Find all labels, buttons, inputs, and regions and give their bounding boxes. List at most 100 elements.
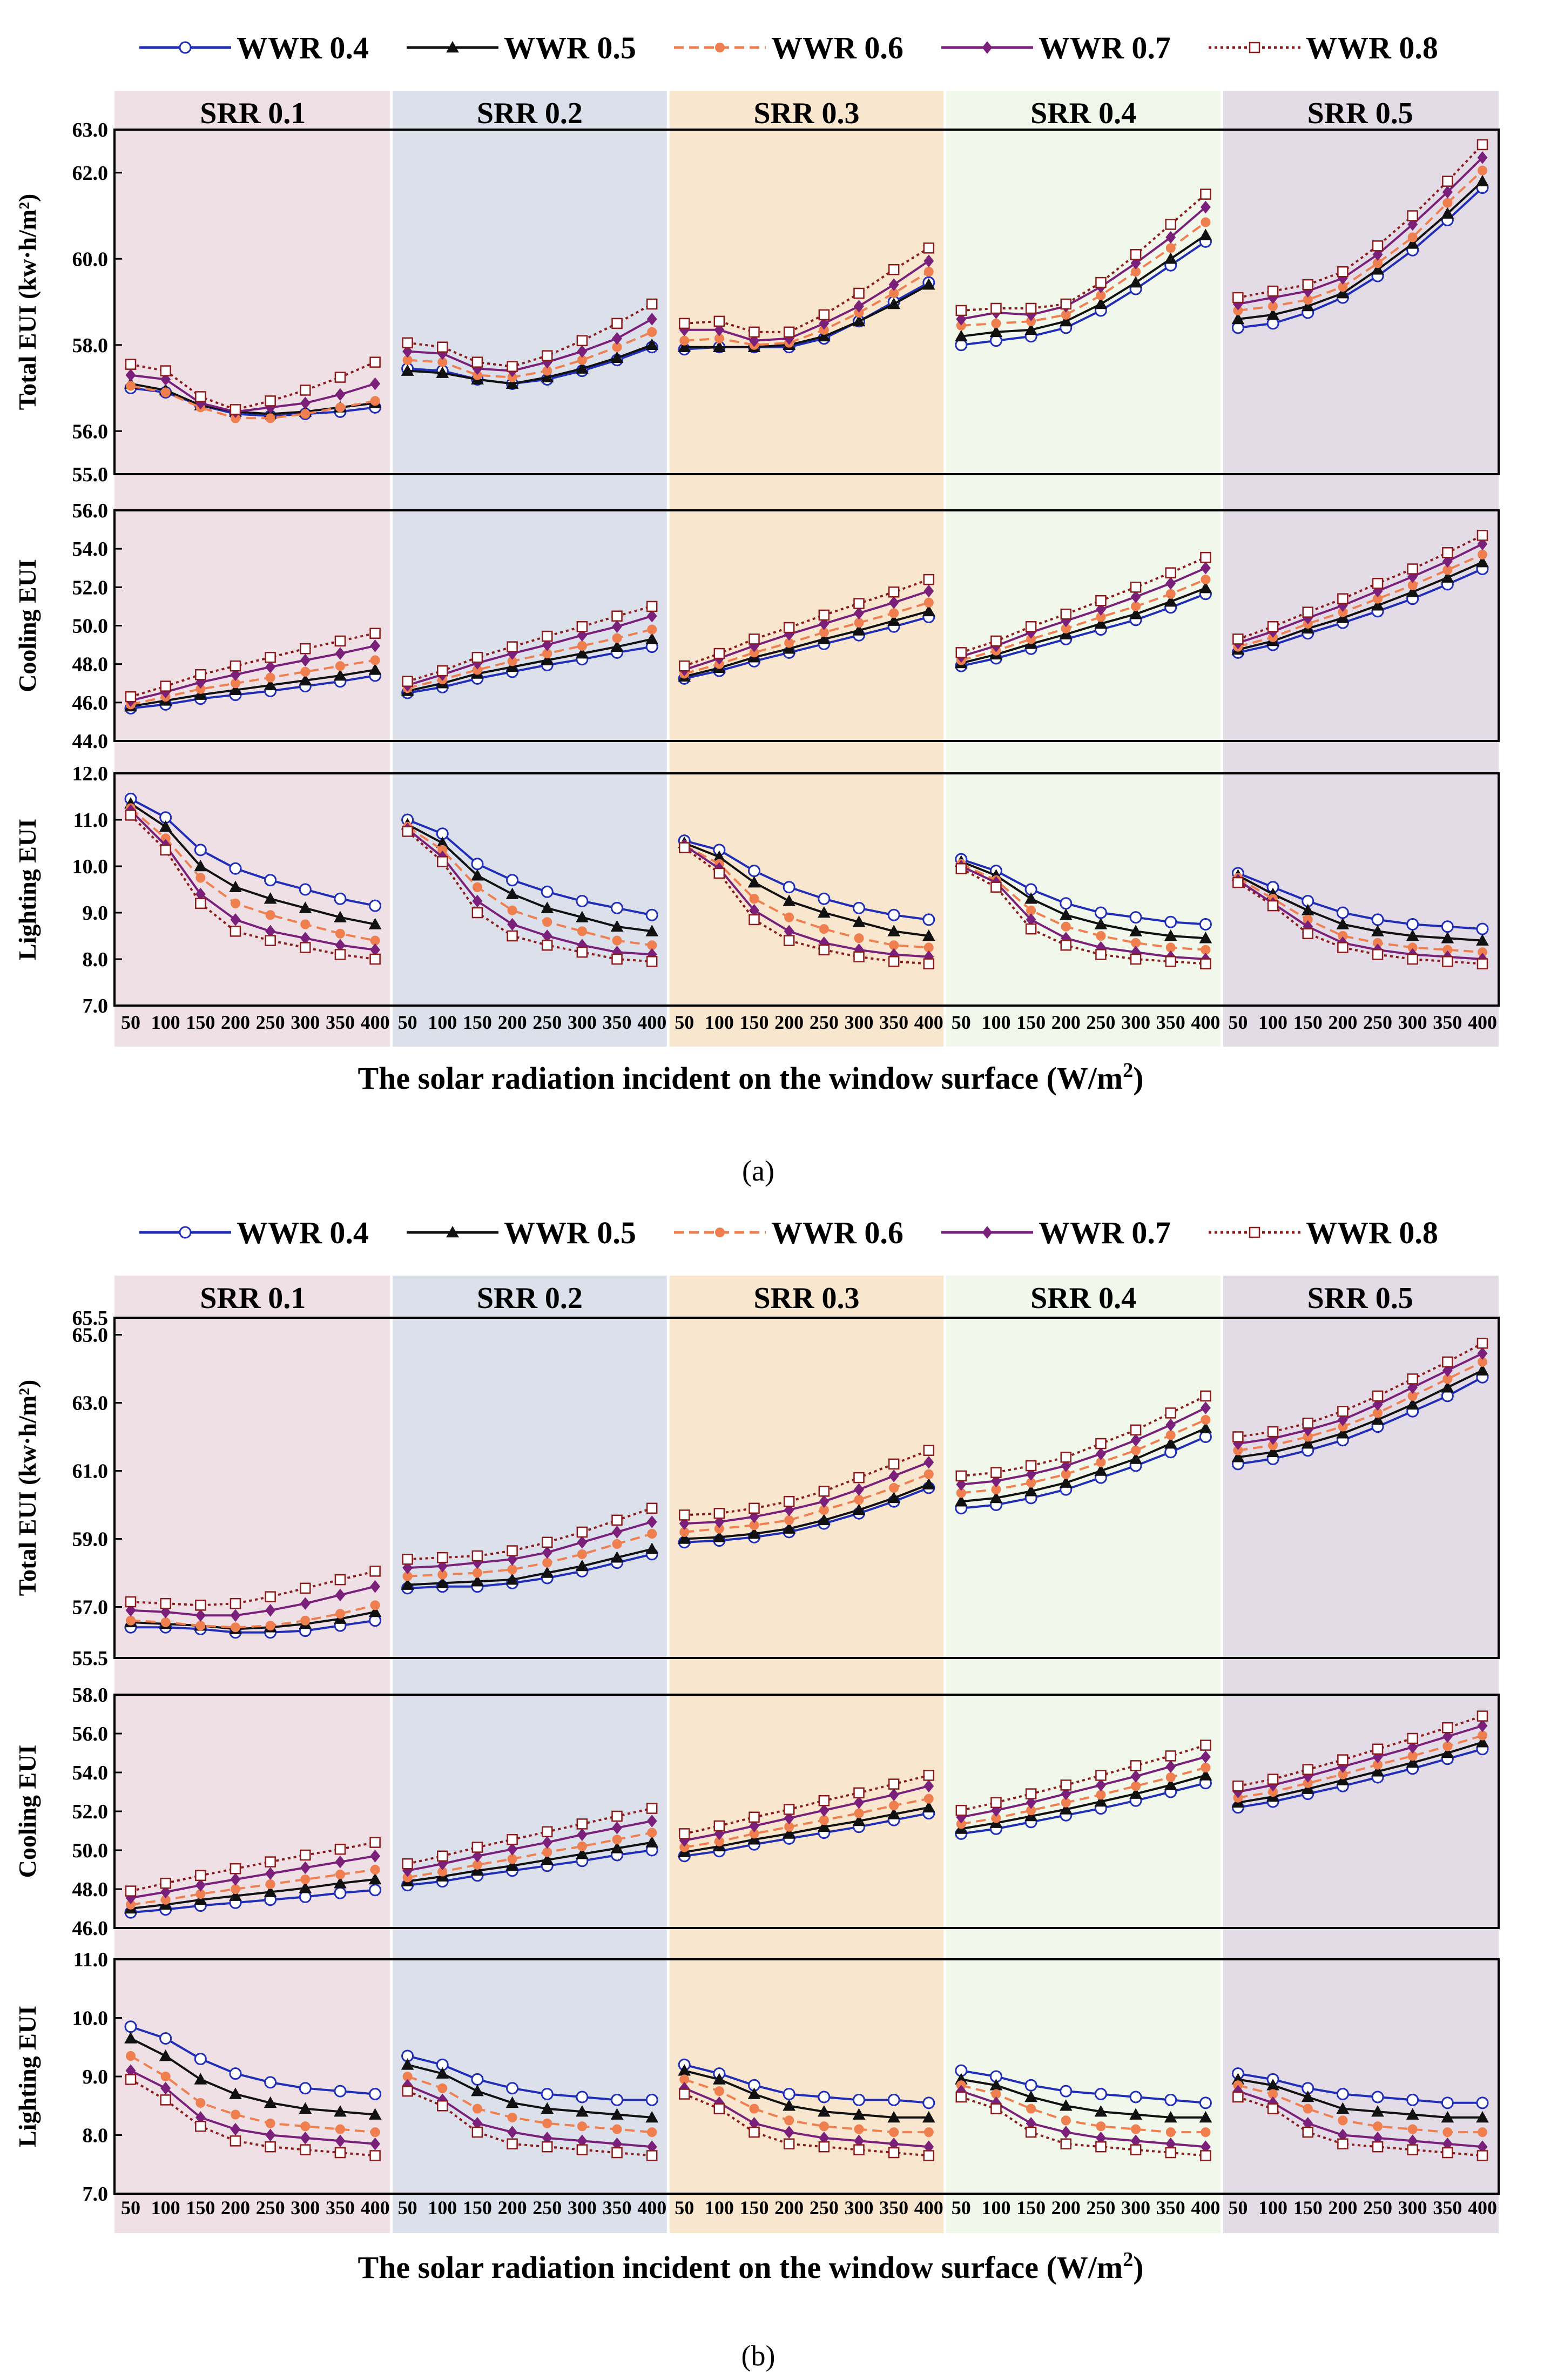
data-point xyxy=(611,318,623,329)
data-point xyxy=(195,1600,206,1611)
x-tick-label: 250 xyxy=(532,1012,562,1033)
data-point xyxy=(923,2127,934,2138)
data-point xyxy=(1094,1795,1108,1807)
data-point xyxy=(194,859,207,872)
data-point xyxy=(1406,929,1419,941)
x-axis-title-end: ) xyxy=(1133,1061,1143,1096)
data-point xyxy=(1096,2121,1106,2132)
data-point xyxy=(1442,547,1453,558)
data-point xyxy=(195,2098,206,2108)
y-tick-label: 60.0 xyxy=(72,248,109,271)
data-point xyxy=(854,300,864,313)
data-point xyxy=(577,1828,588,1842)
series-line xyxy=(684,2069,929,2119)
data-point xyxy=(299,2082,312,2095)
caption-b: (b) xyxy=(741,2339,776,2372)
data-point xyxy=(230,668,241,682)
series-line xyxy=(1238,1361,1483,1452)
series-line xyxy=(961,1395,1206,1477)
data-point xyxy=(335,647,346,660)
data-point xyxy=(541,1826,553,1838)
data-point xyxy=(1165,589,1176,599)
data-point xyxy=(370,377,381,390)
data-point xyxy=(335,402,345,413)
data-point xyxy=(1302,2126,1313,2138)
data-point xyxy=(923,267,934,277)
data-point xyxy=(1336,1427,1350,1439)
data-point xyxy=(506,874,519,887)
data-point xyxy=(505,377,519,389)
data-point xyxy=(1165,2127,1176,2138)
data-point xyxy=(888,278,899,291)
data-point xyxy=(1200,1740,1211,1751)
data-point xyxy=(1024,2090,1037,2102)
data-point xyxy=(1371,1765,1384,1777)
data-point xyxy=(612,1539,622,1549)
data-point xyxy=(264,678,277,691)
data-point xyxy=(818,1486,830,1497)
data-point xyxy=(1336,1774,1350,1785)
data-point xyxy=(370,1600,380,1610)
data-point xyxy=(1478,165,1487,176)
data-point xyxy=(749,894,759,904)
y-tick-label: 58.0 xyxy=(72,334,109,357)
data-point xyxy=(1476,139,1488,151)
x-tick-label: 350 xyxy=(603,2197,632,2219)
data-point xyxy=(713,1508,725,1519)
data-point xyxy=(1372,577,1384,589)
data-point xyxy=(230,2109,240,2120)
data-point xyxy=(819,2121,829,2132)
data-point xyxy=(1232,1780,1244,1792)
x-tick-label: 300 xyxy=(568,2197,597,2219)
data-point xyxy=(817,2105,831,2117)
x-tick-label: 400 xyxy=(914,1012,943,1033)
data-point xyxy=(1303,2103,1313,2114)
data-point xyxy=(1372,240,1384,252)
data-point xyxy=(1200,1390,1211,1402)
data-point xyxy=(923,1794,934,1804)
data-point xyxy=(887,2093,900,2106)
data-point xyxy=(160,1617,171,1627)
data-point xyxy=(819,1495,830,1508)
panel-frame xyxy=(113,772,1500,1007)
data-point xyxy=(542,1558,552,1568)
data-point xyxy=(1338,2115,1348,2126)
data-point xyxy=(1095,1778,1106,1792)
y-tick-label: 7.0 xyxy=(83,2183,109,2206)
data-point xyxy=(612,620,622,633)
data-point xyxy=(507,1854,517,1864)
data-point xyxy=(126,1615,136,1626)
data-point xyxy=(1476,2111,1489,2123)
data-point xyxy=(853,1472,865,1484)
data-point xyxy=(783,1827,796,1839)
data-point xyxy=(471,907,483,919)
data-point xyxy=(195,1870,206,1882)
x-tick-label: 250 xyxy=(1086,2197,1115,2219)
data-point xyxy=(923,1770,935,1781)
data-point xyxy=(1199,1769,1212,1781)
data-point xyxy=(611,1514,623,1526)
series-line xyxy=(1238,157,1484,305)
data-point xyxy=(1407,210,1418,221)
data-point xyxy=(1129,608,1142,619)
data-point xyxy=(1026,1796,1036,1809)
data-point xyxy=(852,1503,866,1515)
data-point xyxy=(160,2072,171,2081)
data-point xyxy=(1199,2111,1212,2123)
data-point xyxy=(402,826,413,837)
x-tick-label: 200 xyxy=(498,2197,527,2219)
series-line xyxy=(407,615,652,686)
data-point xyxy=(783,1804,795,1815)
data-point xyxy=(1200,1750,1211,1764)
data-point xyxy=(1060,298,1072,310)
data-point xyxy=(645,1836,659,1848)
data-point xyxy=(1372,1390,1384,1402)
x-tick-label: 350 xyxy=(1156,2197,1185,2219)
series-line xyxy=(407,1820,652,1872)
series-line xyxy=(1237,874,1483,942)
data-point xyxy=(1336,287,1350,299)
x-tick-label: 400 xyxy=(914,2197,943,2219)
x-tick-label: 200 xyxy=(1051,1012,1081,1033)
data-point xyxy=(1096,1790,1106,1800)
legend-entry: WWR 0.5 xyxy=(407,1215,636,1250)
